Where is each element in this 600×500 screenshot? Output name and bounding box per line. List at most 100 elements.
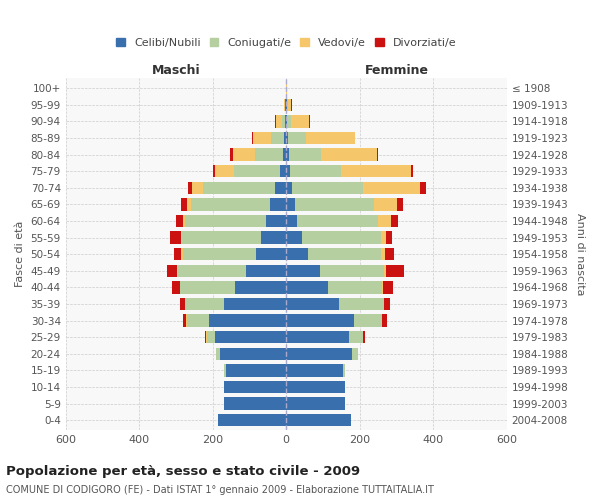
- Bar: [385, 264, 386, 277]
- Bar: [261, 232, 286, 244]
- Bar: [374, 198, 397, 210]
- Bar: [230, 148, 233, 161]
- Bar: [291, 116, 308, 128]
- Bar: [349, 331, 364, 344]
- Bar: [271, 132, 284, 144]
- Bar: [179, 281, 235, 293]
- Bar: [377, 148, 379, 161]
- Bar: [286, 165, 290, 177]
- Bar: [385, 248, 394, 260]
- Bar: [292, 182, 364, 194]
- Bar: [191, 198, 269, 210]
- Bar: [285, 116, 286, 128]
- Bar: [235, 281, 286, 293]
- Bar: [282, 116, 285, 128]
- Bar: [187, 314, 209, 327]
- Bar: [322, 148, 377, 161]
- Bar: [286, 98, 287, 111]
- Bar: [382, 281, 383, 293]
- Bar: [378, 215, 391, 228]
- Bar: [218, 414, 286, 426]
- Bar: [383, 281, 393, 293]
- Text: Maschi: Maschi: [152, 64, 200, 76]
- Bar: [182, 232, 261, 244]
- Bar: [209, 314, 286, 327]
- Bar: [284, 98, 285, 111]
- Bar: [233, 165, 280, 177]
- Bar: [226, 364, 286, 376]
- Bar: [286, 116, 287, 128]
- Bar: [181, 198, 187, 210]
- Bar: [181, 232, 182, 244]
- Bar: [397, 198, 403, 210]
- Bar: [167, 264, 177, 277]
- Bar: [421, 182, 426, 194]
- Bar: [224, 381, 286, 393]
- Bar: [203, 182, 275, 194]
- Bar: [286, 298, 340, 310]
- Bar: [280, 165, 286, 177]
- Bar: [206, 331, 207, 344]
- Text: COMUNE DI CODIGORO (FE) - Dati ISTAT 1° gennaio 2009 - Elaborazione TUTTAITALIA.: COMUNE DI CODIGORO (FE) - Dati ISTAT 1° …: [6, 485, 434, 495]
- Bar: [215, 165, 233, 177]
- Bar: [275, 116, 282, 128]
- Bar: [286, 182, 292, 194]
- Bar: [380, 232, 386, 244]
- Bar: [220, 348, 286, 360]
- Bar: [286, 364, 343, 376]
- Bar: [283, 148, 286, 161]
- Bar: [287, 116, 291, 128]
- Bar: [176, 215, 182, 228]
- Bar: [286, 264, 320, 277]
- Bar: [284, 132, 286, 144]
- Legend: Celibi/Nubili, Coniugati/e, Vedovi/e, Divorziati/e: Celibi/Nubili, Coniugati/e, Vedovi/e, Di…: [113, 34, 460, 51]
- Y-axis label: Anni di nascita: Anni di nascita: [575, 213, 585, 296]
- Bar: [183, 314, 186, 327]
- Bar: [385, 298, 390, 310]
- Bar: [305, 132, 355, 144]
- Bar: [286, 198, 295, 210]
- Bar: [364, 182, 421, 194]
- Bar: [182, 215, 185, 228]
- Bar: [286, 248, 308, 260]
- Bar: [297, 215, 378, 228]
- Bar: [233, 148, 255, 161]
- Bar: [207, 331, 215, 344]
- Bar: [286, 398, 345, 410]
- Bar: [288, 132, 305, 144]
- Bar: [352, 348, 358, 360]
- Bar: [224, 298, 286, 310]
- Bar: [386, 232, 392, 244]
- Bar: [386, 264, 404, 277]
- Bar: [186, 314, 187, 327]
- Bar: [275, 182, 286, 194]
- Bar: [182, 248, 256, 260]
- Bar: [286, 281, 328, 293]
- Bar: [224, 398, 286, 410]
- Bar: [286, 132, 288, 144]
- Bar: [286, 82, 287, 94]
- Bar: [308, 248, 381, 260]
- Bar: [340, 298, 383, 310]
- Bar: [253, 132, 271, 144]
- Bar: [256, 248, 286, 260]
- Bar: [354, 314, 382, 327]
- Bar: [308, 116, 310, 128]
- Bar: [364, 331, 365, 344]
- Bar: [217, 348, 220, 360]
- Bar: [383, 298, 385, 310]
- Bar: [181, 248, 182, 260]
- Bar: [212, 165, 215, 177]
- Bar: [187, 198, 191, 210]
- Bar: [411, 165, 413, 177]
- Bar: [205, 331, 206, 344]
- Bar: [290, 165, 341, 177]
- Bar: [343, 364, 345, 376]
- Bar: [177, 264, 178, 277]
- Bar: [320, 264, 385, 277]
- Bar: [215, 331, 286, 344]
- Bar: [180, 298, 185, 310]
- Bar: [328, 281, 382, 293]
- Bar: [255, 148, 283, 161]
- Bar: [178, 264, 246, 277]
